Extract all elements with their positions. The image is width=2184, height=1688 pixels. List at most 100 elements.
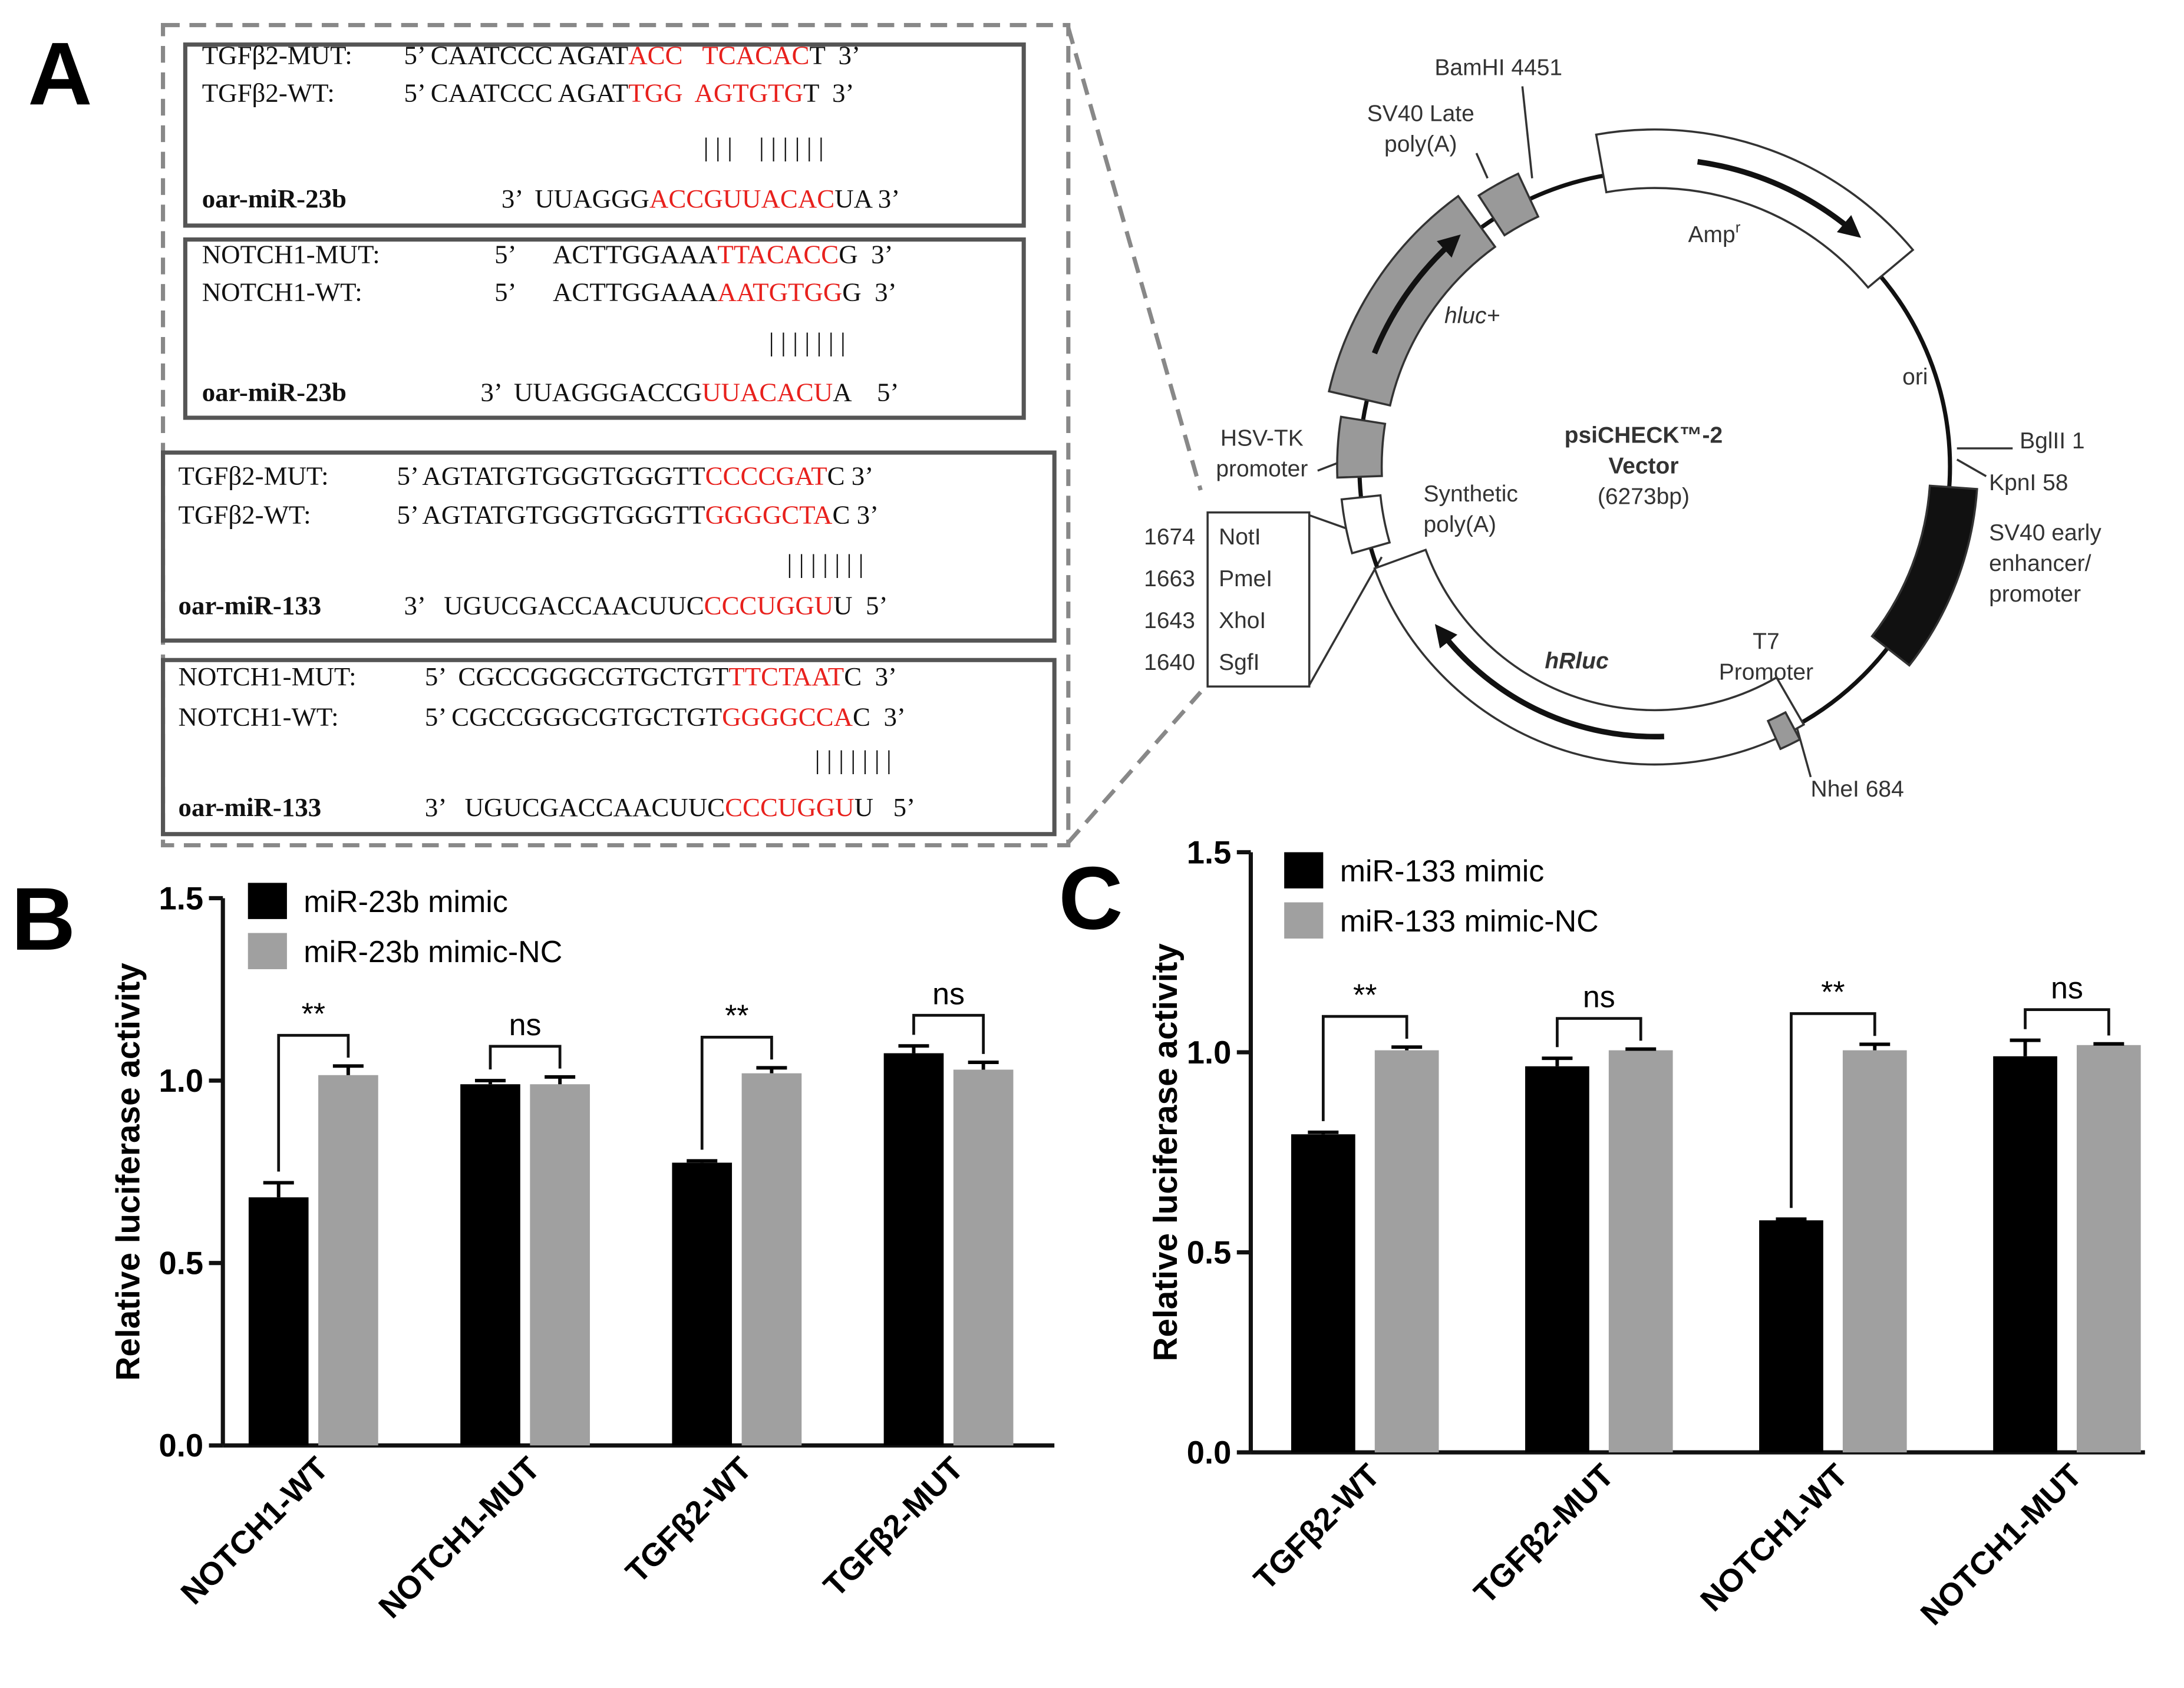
significance-label: ns — [2051, 972, 2083, 1006]
seed-sequence: GGGGCCA — [722, 702, 853, 731]
feature-label: Promoter — [1719, 659, 1813, 685]
sequence: U 5’ — [833, 590, 888, 620]
legend-swatch — [248, 933, 287, 969]
site-position: 1643 — [1144, 608, 1195, 633]
bar — [248, 1197, 309, 1446]
sequence-line: NOTCH1-MUT: 5’ ACTTGGAAATTACACCG 3’ — [202, 240, 893, 269]
error-bar — [1859, 1042, 1891, 1051]
error-bar — [332, 1064, 364, 1075]
feature-label: HSV-TK — [1220, 425, 1304, 451]
significance-label: ** — [1353, 978, 1377, 1012]
sequence: 5’ CGCCGGGCGTGCTGT — [425, 702, 722, 731]
error-bar — [968, 1061, 999, 1070]
sequence-line: oar-miR-23b 3’ UUAGGGACCGUUACACUA 3’ — [202, 184, 900, 213]
y-axis-label: Relative luciferase activity — [110, 963, 147, 1381]
seed-sequence: ACC TCACAC — [628, 41, 809, 70]
site-box — [1206, 511, 1311, 688]
significance-bracket — [277, 1033, 350, 1172]
panel-label: B — [11, 870, 75, 969]
leader-line — [1475, 153, 1489, 179]
bar — [1525, 1066, 1589, 1453]
significance-label: ns — [509, 1008, 542, 1042]
error-bar — [1308, 1130, 1339, 1135]
sequence: 5’ CAATCCC AGAT — [404, 78, 628, 108]
sequence: U 5’ — [855, 792, 915, 822]
panel-label: C — [1058, 848, 1123, 948]
sequence: 5’ AGTATGTGGGTGGGTT — [397, 500, 705, 530]
y-tick-label: 0.5 — [1187, 1234, 1232, 1270]
feature-label: hRluc — [1545, 648, 1609, 673]
bar — [2076, 1045, 2141, 1453]
feature-label: KpnI 58 — [1989, 470, 2068, 496]
error-bar — [687, 1159, 718, 1163]
bar — [1759, 1220, 1823, 1453]
feature-arrow — [1434, 624, 1665, 740]
bar — [953, 1069, 1014, 1446]
sequence-label: NOTCH1-WT: — [179, 702, 339, 731]
sequence: 3’ UUAGGGACCG — [480, 378, 702, 407]
feature-label: T7 — [1753, 629, 1780, 654]
bar — [530, 1084, 590, 1446]
zoom-line — [1066, 27, 1203, 491]
y-tick-label: 1.0 — [1187, 1035, 1232, 1071]
feature-label: promoter — [1989, 582, 2081, 607]
sequence: 5’ ACTTGGAAA — [494, 278, 718, 307]
seed-sequence: AATGTGG — [717, 278, 842, 307]
bar — [1842, 1050, 1907, 1453]
seed-sequence: CCCUGGU — [725, 792, 855, 822]
error-bar — [2010, 1038, 2041, 1056]
y-tick-label: 1.5 — [1187, 834, 1232, 870]
sequence-box — [183, 42, 1026, 228]
sequence: A 5’ — [833, 378, 899, 407]
significance-label: ** — [1821, 976, 1845, 1010]
bar — [1993, 1056, 2057, 1453]
sequence-label: oar-miR-133 — [179, 590, 322, 620]
sequence: T 3’ — [809, 41, 860, 70]
sequence-label: NOTCH1-WT: — [202, 278, 362, 307]
seed-sequence: UUACACU — [702, 378, 833, 407]
feature-label: promoter — [1216, 456, 1308, 481]
bar — [1608, 1050, 1673, 1453]
leader-line — [1956, 458, 1987, 477]
site-name: PmeI — [1219, 566, 1272, 592]
sequence: T 3’ — [803, 78, 854, 108]
feature-label: Ampr — [1688, 219, 1741, 248]
sequence: 5’ CGCCGGGCGTGCTGT — [425, 662, 728, 691]
seed-sequence: CCCCGAT — [705, 461, 827, 490]
sequence-box — [161, 658, 1057, 837]
bar — [460, 1084, 520, 1446]
feature-label: poly(A) — [1424, 512, 1496, 537]
sequence-label: TGFβ2-MUT: — [202, 41, 352, 70]
error-bar — [756, 1066, 787, 1073]
site-name: NotI — [1219, 524, 1261, 550]
feature-label: BglII 1 — [2020, 428, 2085, 454]
sequence-line: oar-miR-133 3’ UGUCGACCAACUUCCCCUGGUU 5’ — [179, 792, 916, 822]
sequence: 5’ AGTATGTGGGTGGGTT — [397, 461, 705, 490]
significance-bracket — [1321, 1015, 1408, 1121]
bar — [1291, 1134, 1355, 1453]
sequence-line: oar-miR-23b 3’ UUAGGGACCGUUACACUA 5’ — [202, 378, 899, 407]
sequence-label: TGFβ2-WT: — [179, 500, 311, 530]
y-tick-label: 1.5 — [159, 880, 204, 916]
significance-label: ns — [1583, 980, 1615, 1015]
significance-label: ** — [725, 999, 748, 1033]
sequence-line: NOTCH1-WT: 5’ CGCCGGGCGTGCTGTGGGGCCAC 3’ — [179, 702, 906, 731]
site-position: 1674 — [1144, 524, 1195, 550]
sequence: C 3’ — [827, 461, 874, 490]
legend-label: miR-133 mimic — [1340, 854, 1545, 888]
error-bar — [898, 1044, 929, 1053]
legend-label: miR-23b mimic-NC — [303, 935, 562, 969]
sequence-box — [183, 237, 1026, 420]
sequence: 3’ UGUCGACCAACUUC — [404, 590, 704, 620]
sequence: UA 3’ — [834, 184, 900, 213]
panel-label: A — [28, 24, 92, 124]
bar — [1374, 1050, 1439, 1453]
error-bar — [474, 1079, 506, 1085]
sequence-label: oar-miR-23b — [202, 184, 347, 213]
sequence-line: oar-miR-133 3’ UGUCGACCAACUUCCCCUGGUU 5’ — [179, 590, 888, 620]
feature-label: SV40 early — [1989, 520, 2101, 546]
sequence: G 3’ — [839, 240, 893, 269]
seed-sequence: CCCUGGU — [704, 590, 834, 620]
